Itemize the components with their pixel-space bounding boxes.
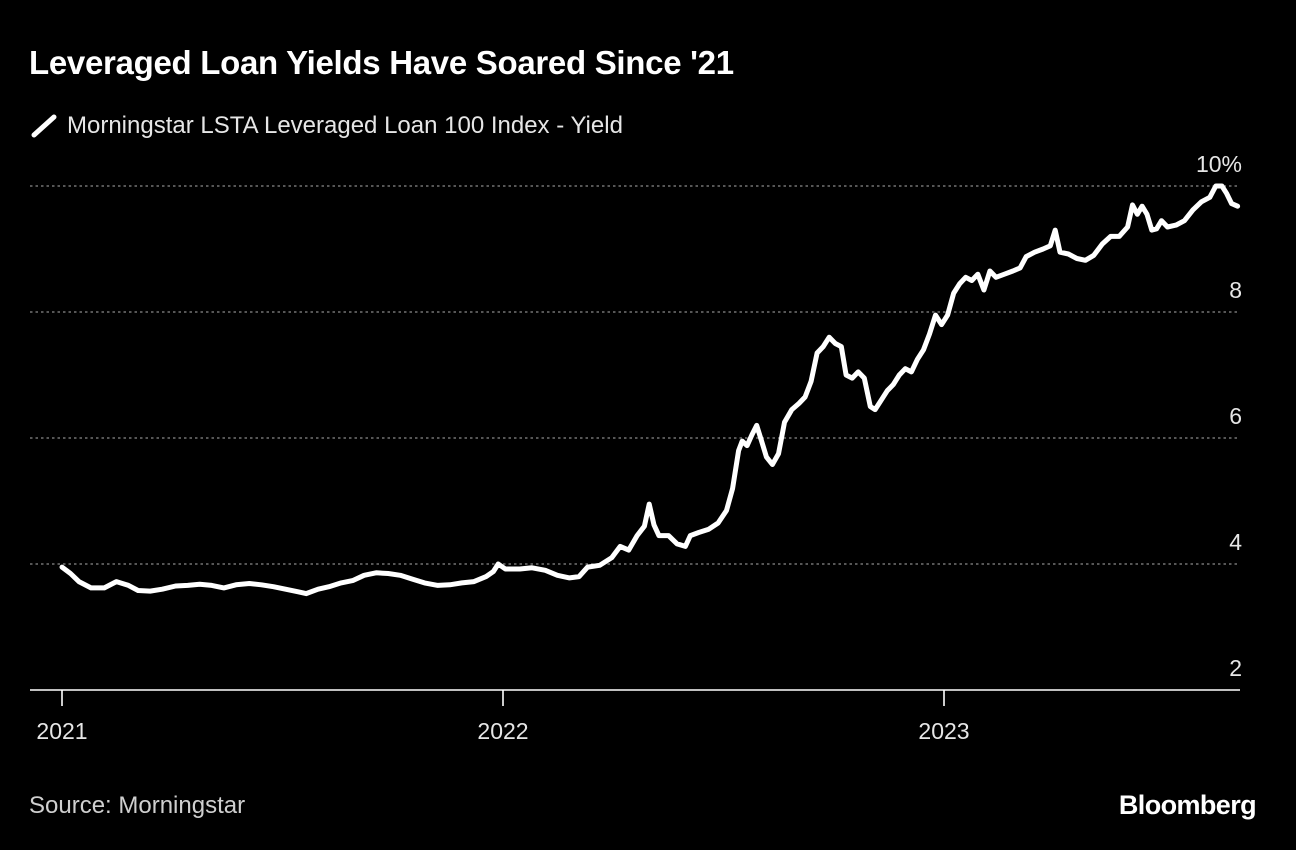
y-tick-label: 10% xyxy=(1196,151,1242,177)
x-tick-label: 2021 xyxy=(36,718,87,744)
y-tick-label: 6 xyxy=(1229,403,1242,429)
x-tick-label: 2023 xyxy=(918,718,969,744)
y-tick-label: 8 xyxy=(1229,277,1242,303)
chart-legend: Morningstar LSTA Leveraged Loan 100 Inde… xyxy=(31,110,623,142)
source-note: Source: Morningstar xyxy=(29,792,246,819)
chart-title: Leveraged Loan Yields Have Soared Since … xyxy=(29,44,734,81)
series-line-yield xyxy=(59,183,1241,597)
bloomberg-logo: Bloomberg xyxy=(1118,790,1257,820)
x-tick-label: 2022 xyxy=(477,718,528,744)
y-tick-label: 4 xyxy=(1229,529,1242,555)
y-tick-label: 2 xyxy=(1229,655,1242,681)
legend-label: Morningstar LSTA Leveraged Loan 100 Inde… xyxy=(67,112,623,139)
legend-line-swatch-icon xyxy=(31,114,57,138)
